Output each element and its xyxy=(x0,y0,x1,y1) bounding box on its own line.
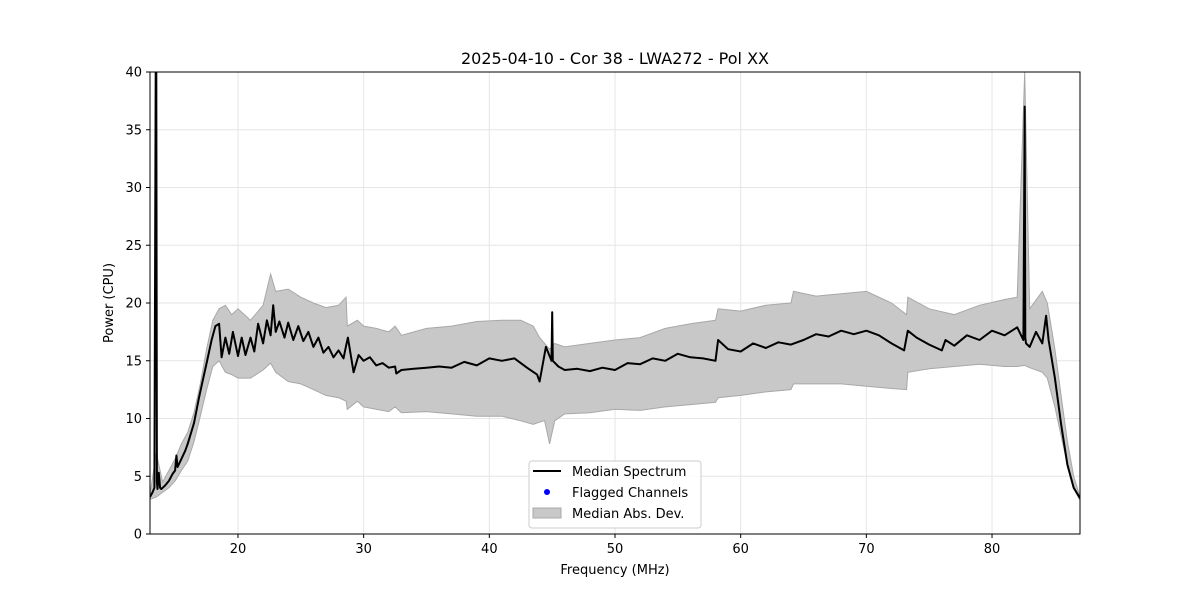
x-tick-label: 30 xyxy=(355,542,372,557)
mad-band xyxy=(150,72,1080,501)
x-tick-label: 20 xyxy=(230,542,247,557)
y-tick-label: 15 xyxy=(125,354,142,369)
y-tick-label: 40 xyxy=(125,66,142,81)
x-tick-label: 80 xyxy=(984,542,1001,557)
legend-label-flagged-channels: Flagged Channels xyxy=(572,486,688,501)
x-tick-label: 50 xyxy=(607,542,624,557)
chart-title: 2025-04-10 - Cor 38 - LWA272 - Pol XX xyxy=(461,49,769,68)
legend-label-median-abs-dev: Median Abs. Dev. xyxy=(572,507,684,522)
legend-frame xyxy=(528,460,702,529)
y-tick-label: 35 xyxy=(125,123,142,138)
legend-point-swatch xyxy=(544,489,550,495)
legend: Median Spectrum Flagged Channels Median … xyxy=(528,460,702,529)
legend-label-median-spectrum: Median Spectrum xyxy=(572,465,686,480)
x-axis-label: Frequency (MHz) xyxy=(560,563,669,578)
x-tick-label: 60 xyxy=(732,542,749,557)
y-tick-label: 0 xyxy=(134,528,142,543)
y-tick-label: 10 xyxy=(125,412,142,427)
y-tick-label: 25 xyxy=(125,239,142,254)
y-tick-label: 30 xyxy=(125,181,142,196)
median-spectrum-line xyxy=(150,72,1080,499)
axis-ticks: 20 30 40 50 60 70 80 0 5 10 15 20 25 30 35 40 xyxy=(125,66,1000,558)
x-tick-label: 40 xyxy=(481,542,498,557)
legend-patch-swatch xyxy=(532,507,562,519)
plot-area xyxy=(150,72,1080,501)
y-axis-label: Power (CPU) xyxy=(102,263,117,343)
y-tick-label: 20 xyxy=(125,297,142,312)
x-tick-label: 70 xyxy=(858,542,875,557)
y-tick-label: 5 xyxy=(134,470,142,485)
